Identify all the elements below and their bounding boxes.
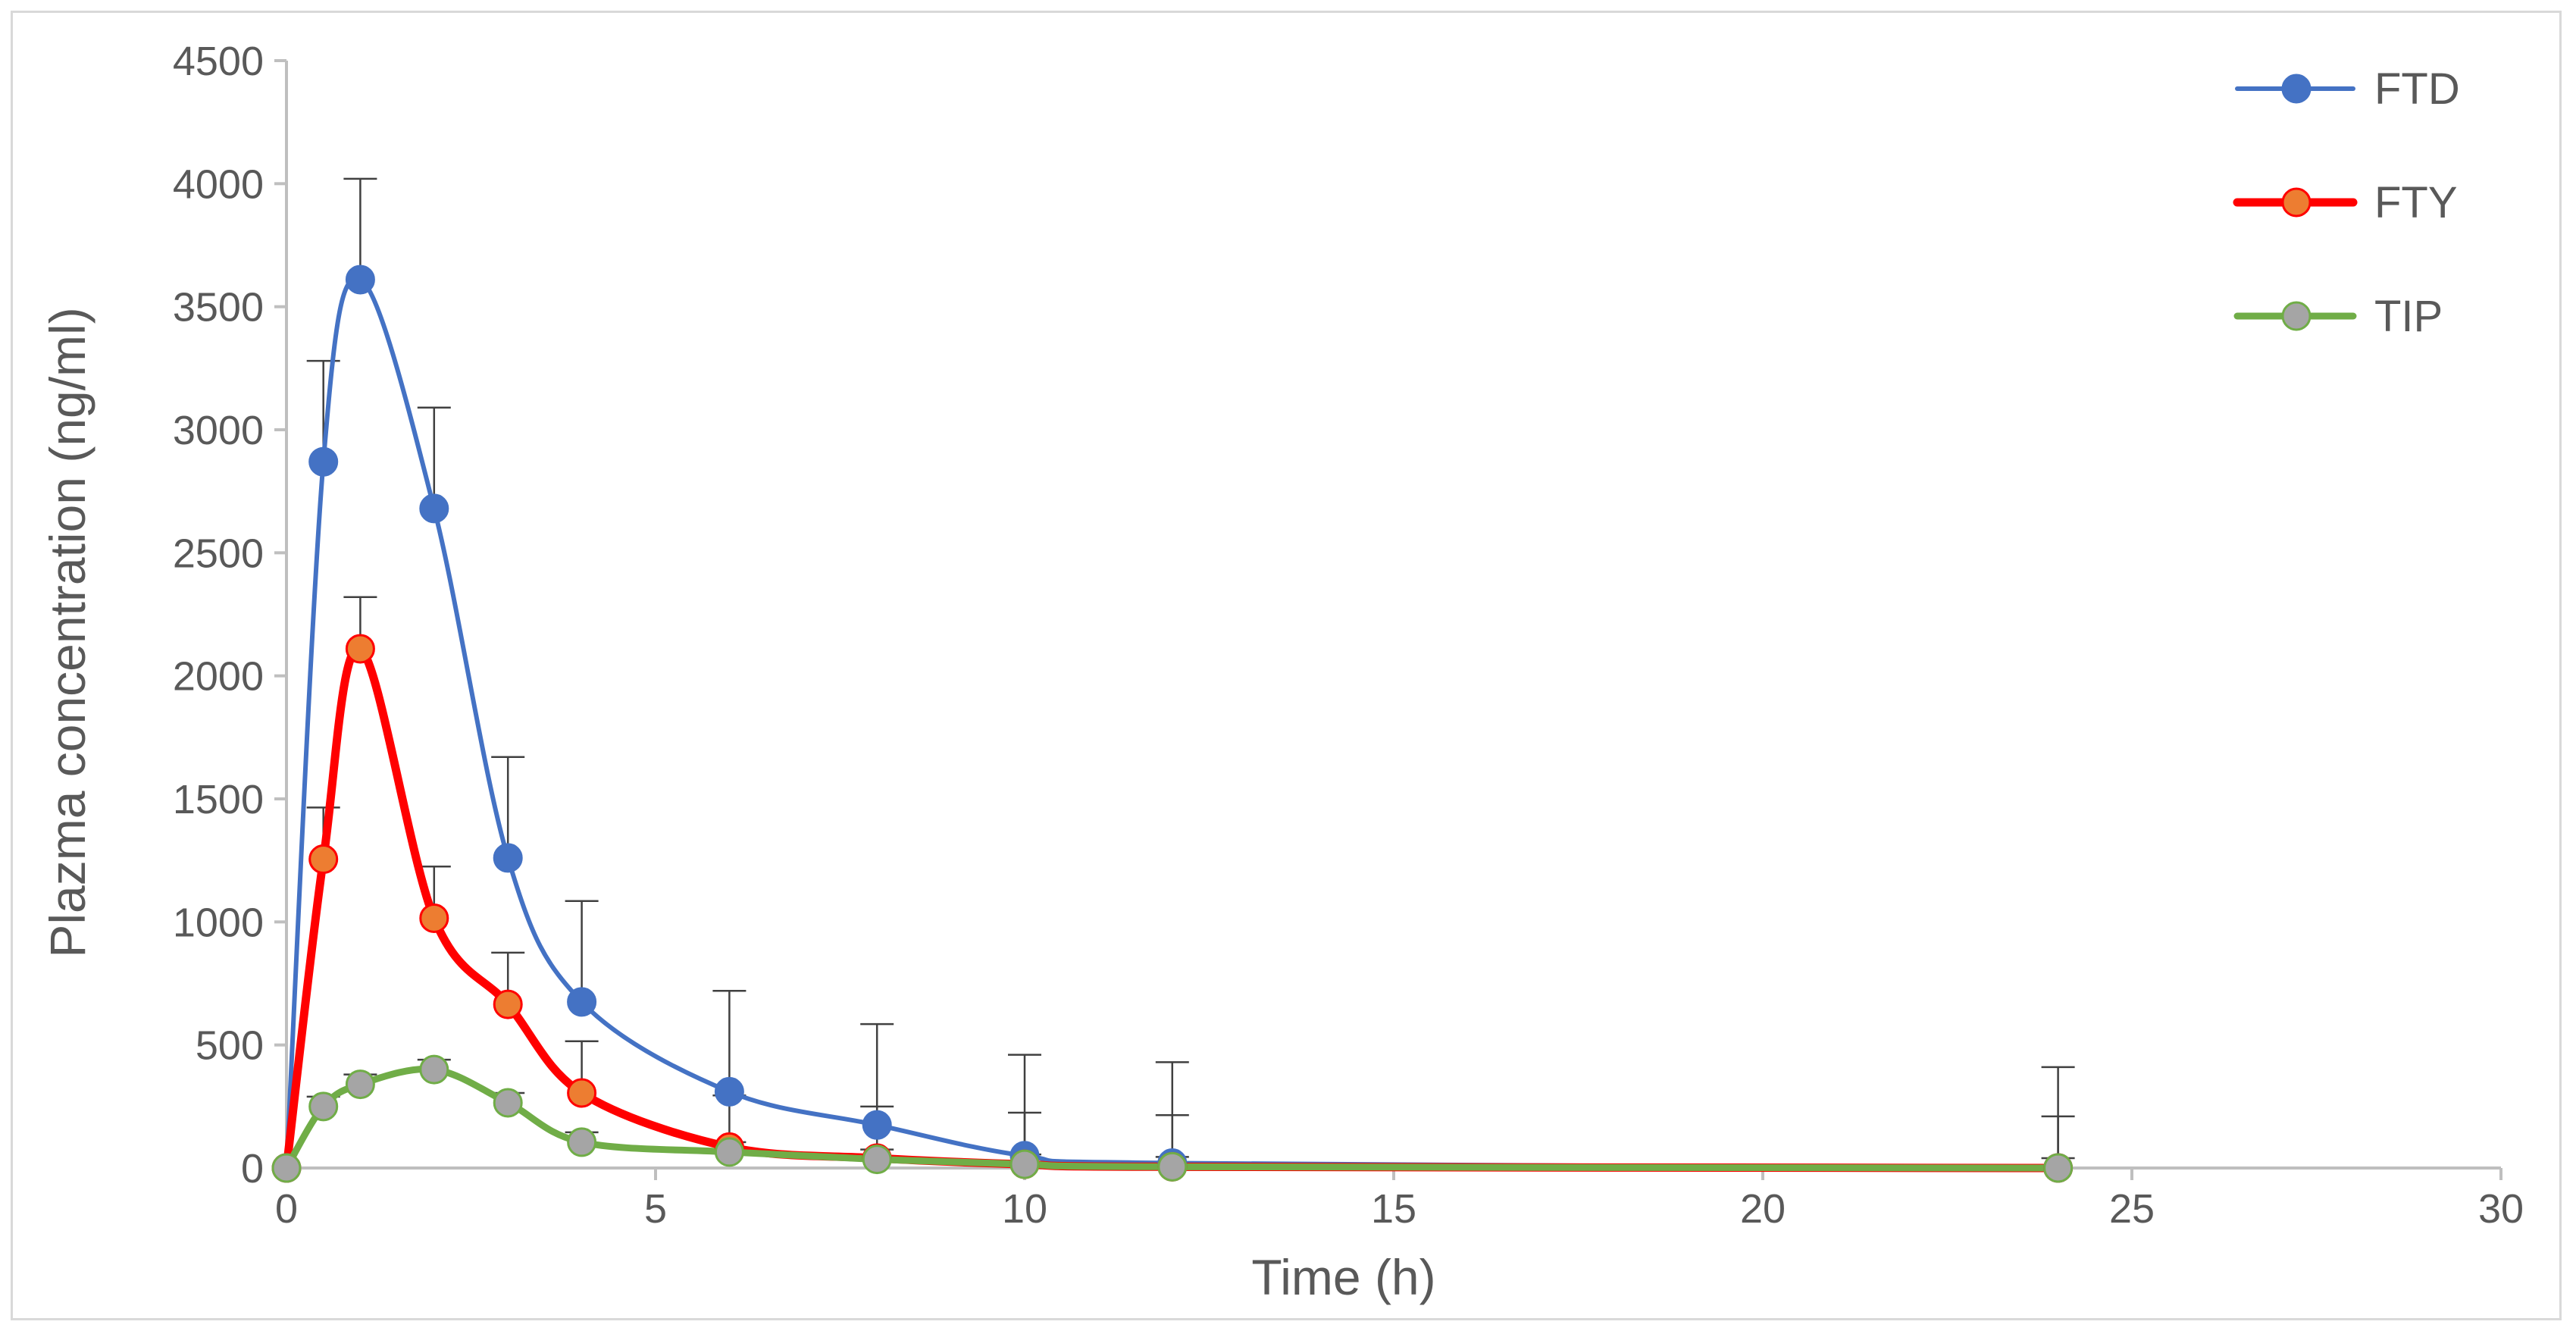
tip-point [2043, 1153, 2074, 1183]
fty-point [419, 903, 449, 933]
tip-point [308, 1091, 339, 1122]
ftd-legend-marker [2281, 74, 2312, 104]
ftd-line [284, 276, 2061, 1170]
error-bars [306, 177, 2075, 1168]
y-tick-label: 3500 [173, 285, 264, 330]
y-tick-label: 4500 [173, 39, 264, 84]
y-tick-label: 4000 [173, 161, 264, 207]
fty-legend-marker [2281, 187, 2312, 218]
ftd-point [862, 1110, 892, 1140]
tip-point [862, 1145, 892, 1175]
tip-point [567, 1127, 597, 1157]
y-tick-label: 1500 [173, 777, 264, 822]
tip-point [1009, 1149, 1040, 1179]
fty-legend-label: FTY [2374, 178, 2458, 227]
ftd-point [345, 265, 375, 295]
tip-point [345, 1069, 375, 1100]
ftd-point [714, 1076, 744, 1107]
y-tick-label: 0 [241, 1146, 264, 1192]
x-tick-label: 15 [1371, 1186, 1416, 1232]
ftd-point [308, 446, 339, 477]
y-tick-label: 500 [196, 1023, 264, 1069]
x-tick-label: 10 [1002, 1186, 1047, 1232]
series-lines [282, 276, 2063, 1173]
x-tick-label: 25 [2109, 1186, 2155, 1232]
x-tick-label: 30 [2478, 1186, 2524, 1232]
x-tick-label: 5 [644, 1186, 667, 1232]
y-tick-label: 2000 [173, 654, 264, 700]
ftd-point [567, 987, 597, 1017]
fty-point [345, 634, 375, 664]
fty-point [308, 844, 339, 875]
y-tick-label: 1000 [173, 900, 264, 945]
tip-point [1157, 1151, 1188, 1182]
ftd-legend-label: FTD [2374, 64, 2460, 114]
y-tick-label: 2500 [173, 531, 264, 576]
chart-frame [11, 11, 2562, 1320]
tip-line [283, 1065, 2062, 1172]
legend: FTD FTY TIP [2233, 64, 2460, 341]
ftd-point [493, 843, 523, 873]
tip-legend-label: TIP [2374, 292, 2443, 341]
x-tick-label: 0 [275, 1186, 298, 1232]
tip-point [419, 1054, 449, 1085]
tip-legend-marker [2281, 301, 2312, 331]
series-markers [271, 265, 2074, 1183]
fty-point [567, 1078, 597, 1108]
y-axis-title: Plazma concentration (ng/ml) [39, 307, 95, 957]
ftd-point [419, 493, 449, 524]
x-tick-label: 20 [1740, 1186, 1786, 1232]
tip-point [714, 1137, 744, 1167]
fty-point [493, 989, 523, 1019]
x-axis-title: Time (h) [1251, 1249, 1435, 1305]
axes: 0 500 1000 1500 2000 2500 3000 3500 4000 4500 0 5 10… [173, 39, 2524, 1232]
y-tick-label: 3000 [173, 408, 264, 453]
tip-point [271, 1153, 302, 1183]
tip-point [493, 1088, 523, 1118]
